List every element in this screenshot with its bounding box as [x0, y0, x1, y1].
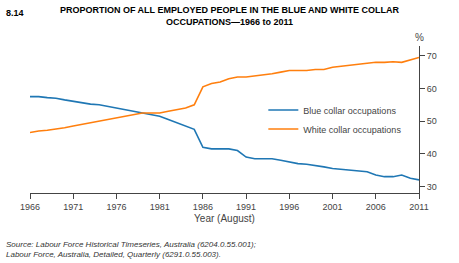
svg-text:1996: 1996: [279, 202, 299, 212]
svg-text:1991: 1991: [236, 202, 256, 212]
svg-text:%: %: [415, 32, 424, 43]
svg-text:40: 40: [427, 149, 437, 159]
svg-text:50: 50: [427, 116, 437, 126]
svg-text:2006: 2006: [366, 202, 386, 212]
svg-text:1981: 1981: [150, 202, 170, 212]
svg-text:2011: 2011: [409, 202, 428, 212]
svg-text:8.14: 8.14: [6, 8, 24, 18]
svg-text:White collar occupations: White collar occupations: [303, 125, 401, 135]
svg-text:Source: Labour Force Historica: Source: Labour Force Historical Timeseri…: [6, 240, 256, 259]
svg-text:1976: 1976: [106, 202, 126, 212]
svg-text:1971: 1971: [63, 202, 83, 212]
svg-text:Blue collar occupations: Blue collar occupations: [303, 106, 396, 116]
svg-text:60: 60: [427, 84, 437, 94]
svg-text:2001: 2001: [323, 202, 343, 212]
svg-text:70: 70: [427, 51, 437, 61]
svg-text:1966: 1966: [20, 202, 40, 212]
svg-text:1986: 1986: [193, 202, 213, 212]
svg-text:Year (August): Year (August): [194, 213, 255, 224]
svg-text:30: 30: [427, 182, 437, 192]
svg-text:PROPORTION OF ALL EMPLOYED PEO: PROPORTION OF ALL EMPLOYED PEOPLE IN THE…: [60, 5, 400, 27]
